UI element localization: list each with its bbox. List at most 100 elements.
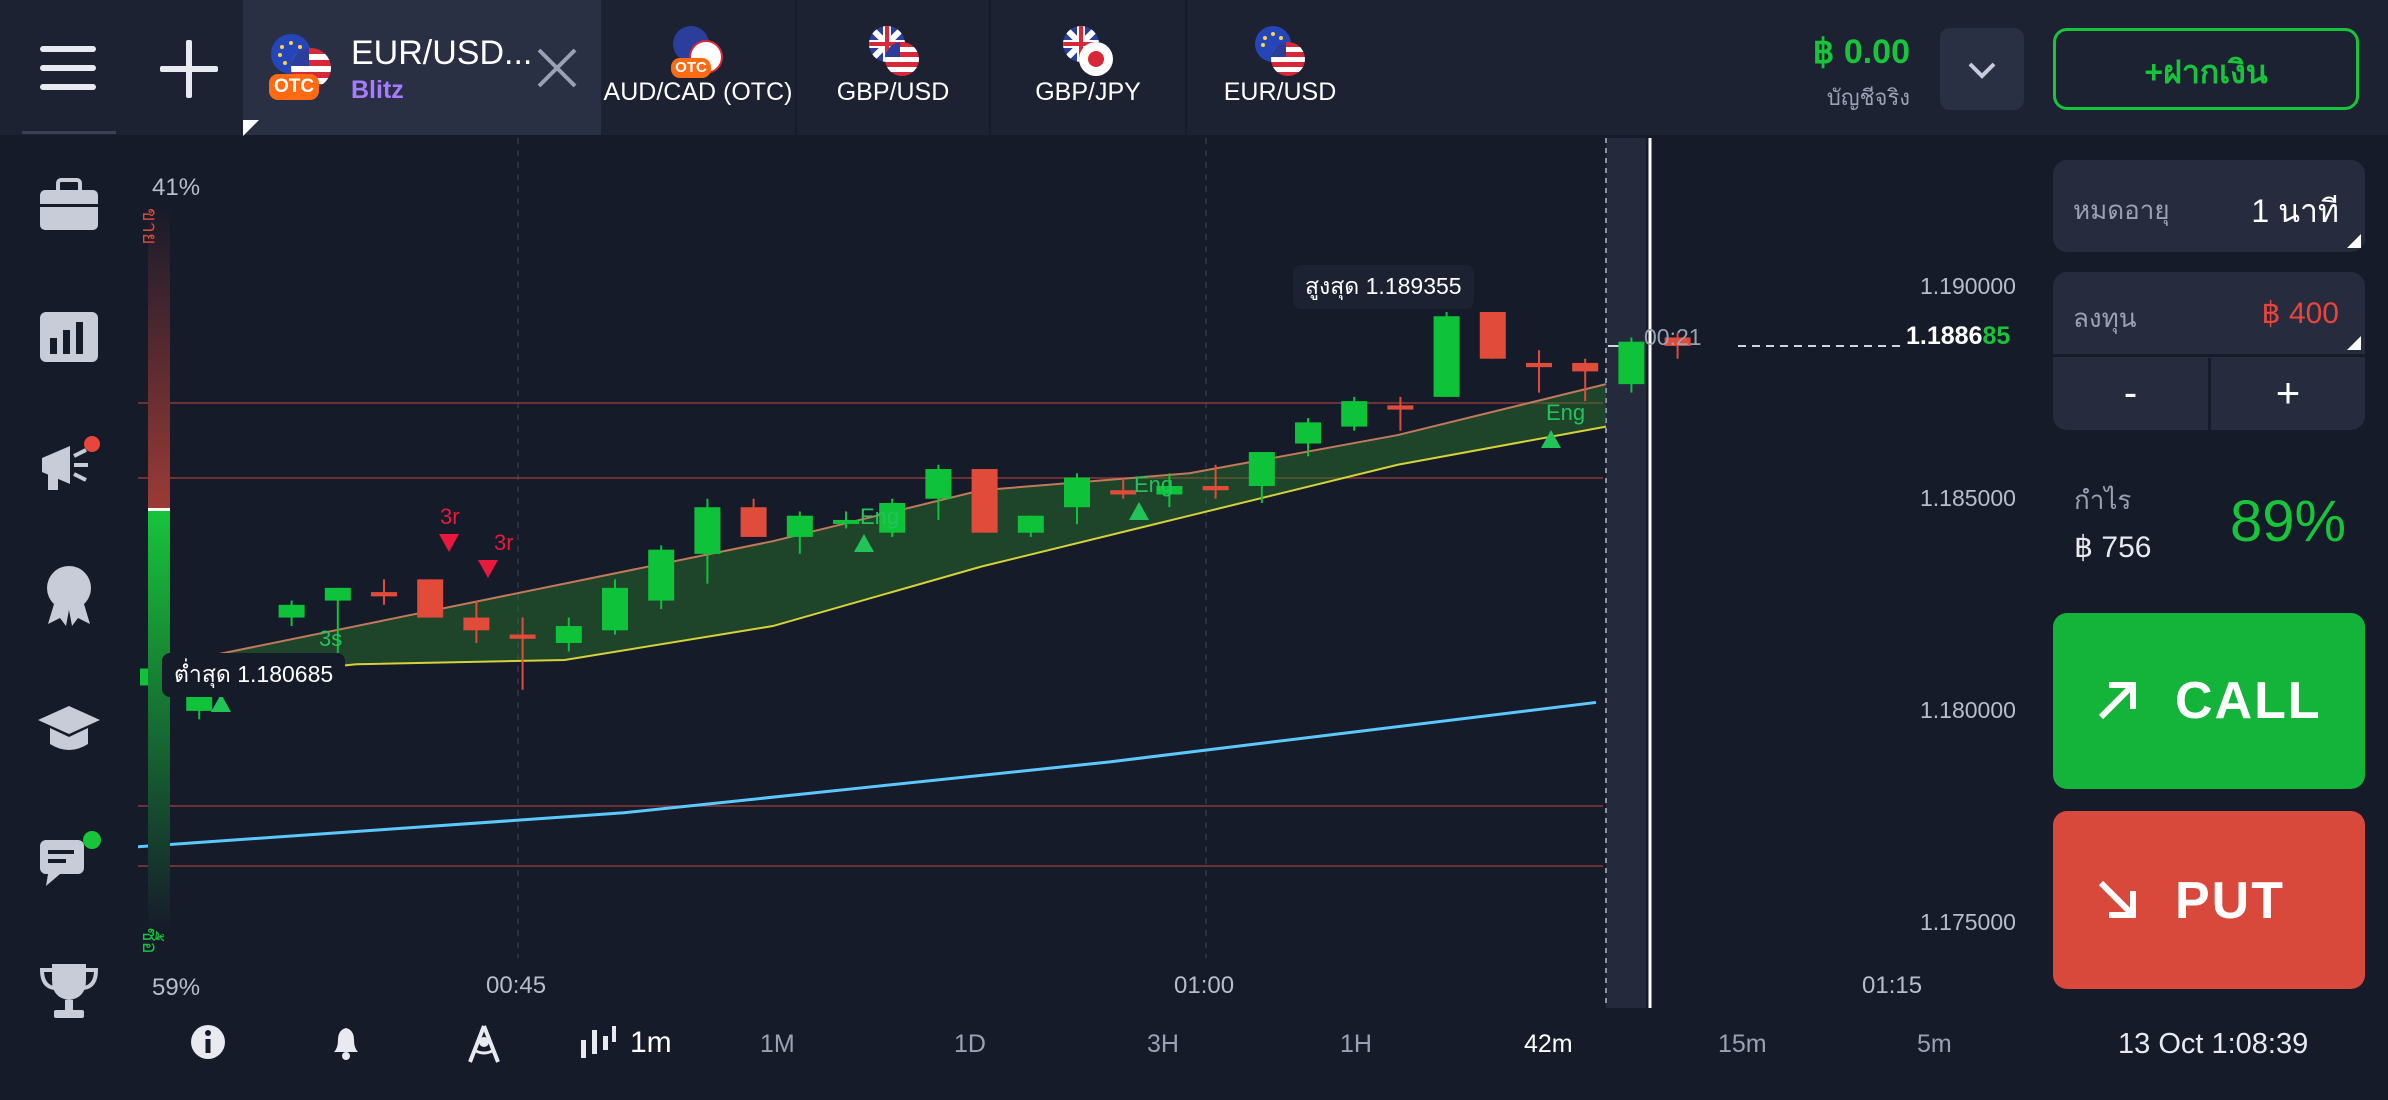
candle-body	[1433, 316, 1460, 397]
increase-investment-button[interactable]: +	[2275, 369, 2301, 416]
chat-icon[interactable]	[36, 826, 102, 892]
tab-title: EUR/USD...	[351, 34, 533, 72]
menu-underline	[22, 131, 116, 134]
call-button[interactable]: CALL	[2053, 613, 2365, 789]
menu-icon[interactable]	[40, 46, 96, 92]
candle-body	[1664, 337, 1691, 346]
time-axis-label: 01:00	[1174, 972, 1235, 999]
tab-label: AUD/CAD (OTC)	[603, 78, 793, 106]
low-price-label: ต่ำสุด 1.180685	[162, 653, 346, 697]
time-axis-label: 00:45	[486, 972, 547, 999]
award-icon[interactable]	[36, 562, 102, 628]
otc-badge: OTC	[269, 74, 319, 100]
drawing-tool-icon[interactable]	[462, 1022, 506, 1071]
sentiment-top-percent: 41%	[152, 174, 201, 201]
top-bar: OTC EUR/USD... Blitz OTC AUD/CAD (OTC) G…	[0, 0, 2388, 136]
close-icon[interactable]	[535, 46, 579, 90]
countdown-timer: 00:21	[1644, 324, 1702, 350]
price-axis-label: 1.185000	[1920, 484, 2016, 511]
tab-gbpusd[interactable]: GBP/USD	[797, 0, 989, 135]
candle-body	[740, 507, 767, 537]
sell-signal-marker	[439, 534, 459, 552]
expiry-label: หมดอายุ	[2073, 195, 2170, 225]
pattern-markers: 3r 3r 3s Eng Eng Eng	[211, 400, 1585, 712]
deposit-button[interactable]: +ฝากเงิน	[2053, 28, 2359, 110]
put-label: PUT	[2175, 872, 2285, 930]
timeframe-3H[interactable]: 3H	[1147, 1030, 1179, 1058]
price-axis-label: 1.190000	[1920, 272, 2016, 299]
sell-label: ขาย	[138, 208, 160, 245]
bar-chart-icon[interactable]	[36, 302, 102, 368]
candle-body	[278, 604, 305, 618]
timeframe-1M[interactable]: 1M	[760, 1030, 795, 1058]
slow-moving-average	[137, 700, 1597, 849]
candle-body	[1156, 486, 1183, 495]
current-price-main: 1.1886	[1906, 322, 1983, 350]
expiry-value: 1 นาที	[2251, 193, 2339, 229]
price-chart[interactable]: 3r 3r 3s Eng Eng Eng 41% 59% ขาย ซื้อ สูงสุด …	[137, 138, 2030, 1008]
candle-body	[463, 617, 490, 631]
candle-body	[1341, 401, 1368, 427]
interval-label[interactable]: 1m	[630, 1026, 672, 1059]
timeframe-42m[interactable]: 42m	[1524, 1030, 1573, 1058]
add-tab-button[interactable]	[160, 40, 218, 98]
tab-eurusd-blitz[interactable]: OTC EUR/USD... Blitz	[243, 0, 601, 135]
timeframe-1D[interactable]: 1D	[954, 1030, 986, 1058]
candle-body	[1248, 452, 1275, 486]
graduation-cap-icon[interactable]	[36, 696, 102, 762]
investment-box: ลงทุน ฿ 400 - +	[2053, 272, 2365, 430]
candle-body	[324, 587, 351, 601]
candle-body	[602, 587, 628, 631]
candle-body	[371, 592, 397, 597]
divider	[2053, 354, 2365, 357]
investment-input[interactable]: ลงทุน ฿ 400	[2053, 272, 2365, 354]
arrow-down-right-icon	[2098, 880, 2136, 918]
candle-body	[509, 634, 536, 639]
decrease-investment-button[interactable]: -	[2123, 371, 2138, 415]
candle-body	[786, 515, 813, 537]
trophy-icon[interactable]	[36, 958, 102, 1024]
call-label: CALL	[2175, 672, 2322, 730]
tab-eurusd[interactable]: EUR/USD	[1187, 0, 1373, 135]
timeframe-15m[interactable]: 15m	[1718, 1030, 1767, 1058]
chevron-down-icon	[1968, 62, 1996, 79]
timeframe-1H[interactable]: 1H	[1340, 1030, 1372, 1058]
divider	[2208, 358, 2211, 430]
briefcase-icon[interactable]	[36, 172, 102, 238]
megaphone-icon[interactable]	[36, 432, 102, 498]
chart-canvas[interactable]: 3r 3r 3s Eng Eng Eng	[137, 138, 2030, 1008]
tab-label: GBP/USD	[836, 78, 950, 106]
tab-separator	[1185, 0, 1187, 135]
candles-interval-button[interactable]	[578, 1022, 618, 1067]
account-type-label[interactable]: บัญชีจริง	[1826, 85, 1910, 110]
balance-value[interactable]: ฿ 0.00	[1812, 33, 1910, 71]
tab-separator	[795, 0, 797, 135]
candle-body	[925, 469, 952, 499]
sell-signal-marker	[478, 560, 498, 578]
profit-percent: 89%	[2230, 489, 2347, 554]
candle-body	[1202, 486, 1229, 491]
candle-body	[648, 549, 675, 601]
info-icon[interactable]	[188, 1022, 228, 1067]
timeframe-5m[interactable]: 5m	[1917, 1030, 1952, 1058]
put-button[interactable]: PUT	[2053, 811, 2365, 989]
account-dropdown-button[interactable]	[1940, 28, 2024, 110]
candles	[140, 312, 1691, 720]
us-flag-icon	[1271, 42, 1305, 76]
bell-icon[interactable]	[326, 1022, 366, 1067]
chart-grid	[138, 138, 1900, 1008]
pattern-label: Eng	[1134, 472, 1173, 497]
candle-body	[879, 502, 906, 533]
buy-signal-marker	[1129, 502, 1149, 520]
tab-gbpjpy[interactable]: GBP/JPY	[991, 0, 1185, 135]
current-datetime: 13 Oct 1:08:39	[2118, 1028, 2309, 1060]
buy-signal-marker	[1541, 430, 1561, 448]
investment-value: ฿ 400	[2261, 297, 2339, 330]
current-price-tail: 85	[1982, 322, 2011, 350]
sentiment-divider	[148, 508, 170, 511]
candles-icon	[581, 1026, 616, 1058]
expiry-selector[interactable]: หมดอายุ 1 นาที	[2053, 160, 2365, 252]
tab-audcad[interactable]: OTC AUD/CAD (OTC)	[601, 0, 795, 135]
corner-indicator	[2347, 336, 2361, 350]
price-axis-label: 1.180000	[1920, 696, 2016, 723]
